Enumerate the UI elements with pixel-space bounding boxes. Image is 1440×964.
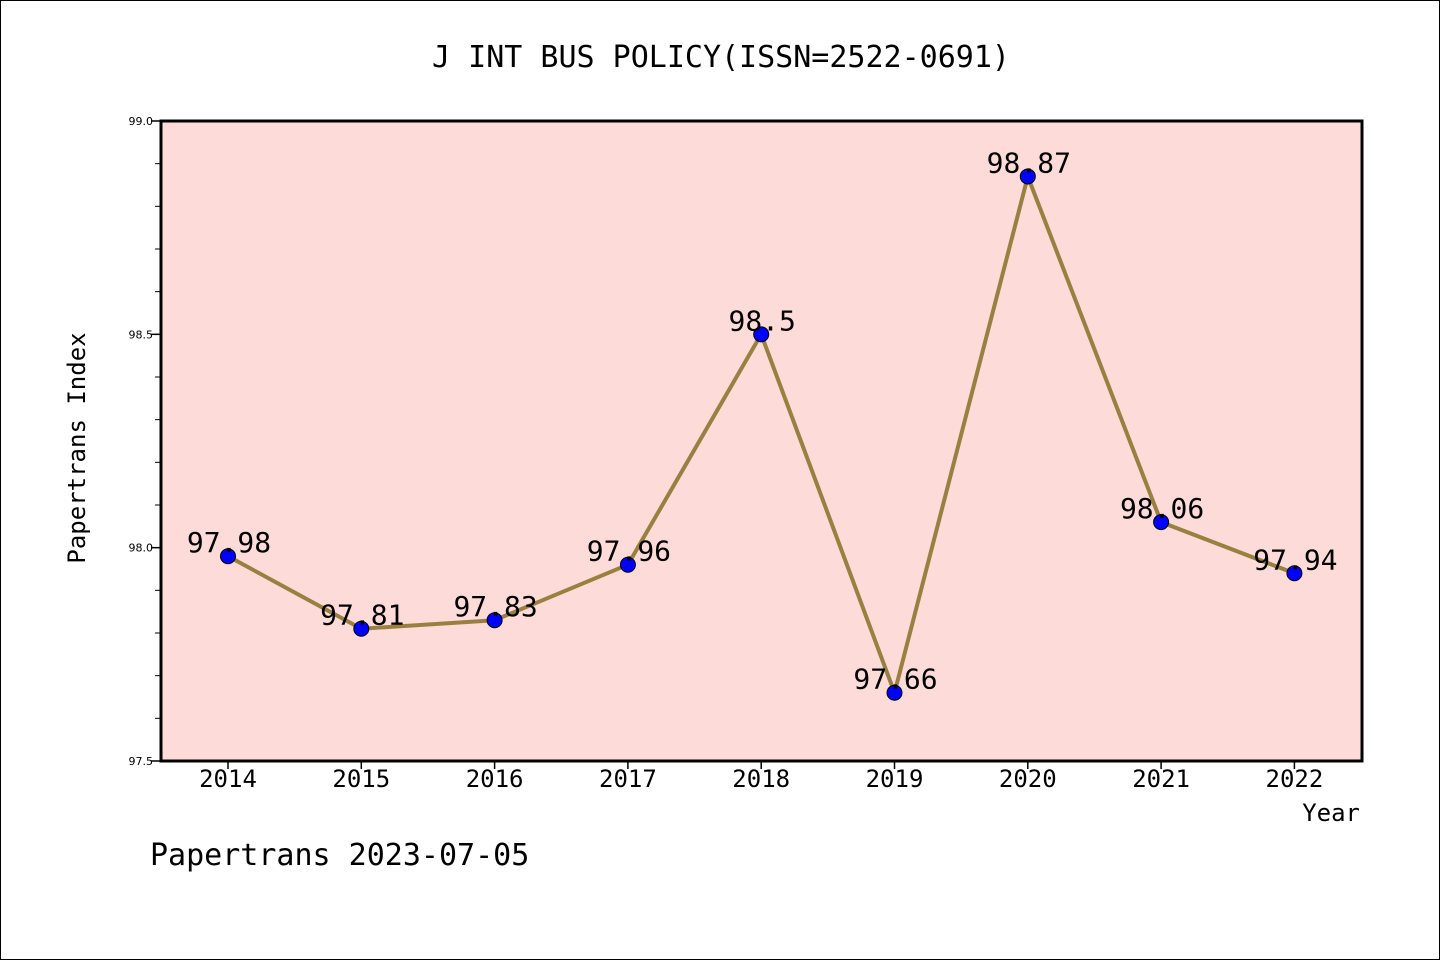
data-label: 97.96 <box>587 535 671 568</box>
footer-credit: Papertrans 2023-07-05 <box>150 838 529 873</box>
data-point <box>486 612 503 629</box>
data-point <box>353 620 370 637</box>
data-point <box>753 326 770 343</box>
data-labels: 97.98 97.81 97.83 97.96 98.5 97.66 98.87 98.06 9… <box>187 146 1338 695</box>
data-point <box>1153 514 1170 531</box>
series-markers <box>220 168 1303 701</box>
y-tick-label: 99.0 <box>129 115 154 128</box>
y-axis: 97.5 98.0 98.5 99.0 <box>129 115 161 768</box>
x-tick-label: 2016 <box>466 765 524 793</box>
data-label: 97.94 <box>1253 543 1337 576</box>
data-point <box>1286 565 1303 582</box>
chart-title: J INT BUS POLICY(ISSN=2522-0691) <box>432 40 1010 75</box>
data-label: 97.83 <box>453 590 537 623</box>
x-tick-label: 2018 <box>732 765 790 793</box>
x-tick-label: 2015 <box>332 765 390 793</box>
data-label: 97.98 <box>187 526 271 559</box>
x-axis-label: Year <box>1302 799 1360 827</box>
x-tick-label: 2019 <box>866 765 924 793</box>
y-axis-label: Papertrans Index <box>63 332 91 563</box>
x-tick-label: 2021 <box>1132 765 1190 793</box>
x-tick-label: 2014 <box>199 765 257 793</box>
plot-area <box>159 119 1364 763</box>
data-label: 98.87 <box>987 146 1071 179</box>
data-point <box>220 548 236 565</box>
data-point <box>1019 168 1036 185</box>
data-point <box>886 684 903 701</box>
data-label: 98.5 <box>728 304 795 337</box>
data-point <box>619 556 636 573</box>
data-label: 97.66 <box>853 663 937 696</box>
x-tick-label: 2020 <box>999 765 1057 793</box>
x-tick-label: 2017 <box>599 765 657 793</box>
y-tick-label: 97.5 <box>129 755 154 768</box>
x-tick-label: 2022 <box>1266 765 1324 793</box>
y-tick-label: 98.0 <box>129 542 154 555</box>
x-axis: 2014 2015 2016 2017 2018 2019 2020 2021 2022 <box>199 761 1323 793</box>
data-label: 97.81 <box>320 599 404 632</box>
y-tick-label: 98.5 <box>129 328 154 341</box>
data-label: 98.06 <box>1120 492 1204 525</box>
